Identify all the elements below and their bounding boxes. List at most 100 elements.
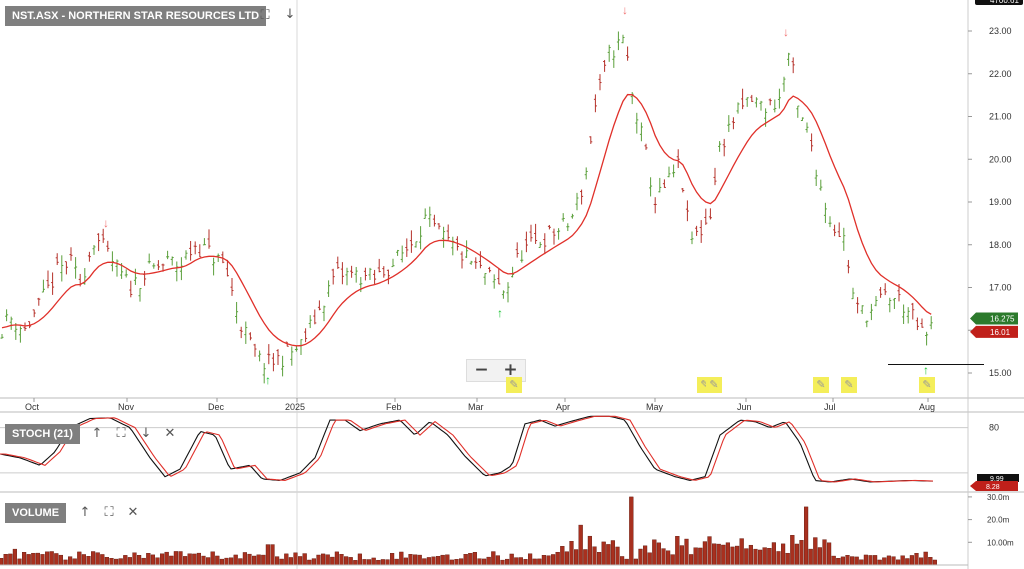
volume-bar (909, 555, 914, 566)
zoom-in-button[interactable]: + (503, 360, 518, 380)
volume-bar (298, 556, 303, 566)
note-icon[interactable]: ✎ (706, 377, 722, 393)
expand-icon[interactable]: ⛶ (104, 505, 114, 520)
volume-bar (932, 559, 937, 566)
volume-bar (468, 553, 473, 566)
arrow-up-icon[interactable]: ↑ (91, 426, 103, 441)
expand-icon[interactable]: ⛶ (116, 426, 126, 441)
volume-bar (670, 554, 675, 566)
volume-bar (311, 558, 316, 566)
volume-bar (228, 557, 234, 566)
volume-bar (928, 557, 933, 566)
volume-bar (500, 559, 505, 566)
note-icon[interactable]: ✎ (841, 377, 857, 393)
price-axis-tick-label: 21.00 (989, 112, 1012, 122)
volume-bar (45, 551, 50, 566)
last-price-badge (970, 312, 1018, 325)
volume-bar (606, 544, 611, 566)
stoch-k-line (0, 415, 933, 483)
volume-bar (767, 547, 772, 566)
volume-bar (569, 541, 574, 566)
volume-axis-label: 30.0m (987, 493, 1010, 502)
volume-bar (459, 558, 464, 566)
x-axis-label: Nov (118, 402, 135, 412)
volume-bar (629, 496, 634, 566)
volume-bar (831, 555, 836, 566)
volume-bar (302, 553, 307, 566)
volume-bar (100, 554, 105, 566)
volume-bar (615, 546, 620, 566)
volume-bar (721, 544, 726, 566)
volume-bar (739, 538, 744, 566)
volume-bar (367, 559, 372, 566)
volume-bar (532, 558, 537, 566)
up-signal-arrow: ↑ (923, 363, 929, 377)
volume-bar (403, 557, 408, 566)
volume-bar (836, 558, 841, 566)
volume-bar (205, 557, 211, 566)
volume-bar (40, 554, 45, 566)
volume-bar (362, 559, 367, 566)
x-axis-label: Oct (25, 402, 40, 412)
volume-bar (578, 524, 583, 566)
volume-bar (247, 553, 252, 566)
volume-bar (215, 555, 220, 566)
volume-bar (601, 541, 606, 566)
arrow-down-icon[interactable]: ↓ (140, 426, 152, 441)
volume-bar (316, 554, 321, 566)
volume-bar (523, 559, 528, 566)
volume-bar (693, 547, 698, 566)
top-right-label: 4700.61 (990, 0, 1019, 5)
volume-bar (104, 557, 109, 566)
volume-bar (859, 559, 864, 566)
moving-average-line (1, 93, 932, 347)
stoch-d-value: 8.28 (986, 484, 1000, 491)
volume-bar (173, 551, 178, 566)
x-axis-label: Mar (468, 402, 484, 412)
volume-bar (679, 545, 684, 566)
volume-bar (528, 553, 533, 566)
volume-bar (413, 554, 418, 566)
volume-bar (132, 552, 137, 566)
volume-bar (666, 550, 671, 566)
volume-bar (265, 544, 270, 566)
volume-panel-title[interactable]: VOLUME (5, 503, 67, 523)
x-axis-label: Dec (208, 402, 225, 412)
volume-bar (192, 553, 197, 566)
volume-bar (716, 543, 721, 566)
volume-bar (624, 558, 629, 566)
stoch-panel-title[interactable]: STOCH (21) (5, 424, 80, 444)
x-axis-label: Jul (824, 402, 836, 412)
volume-bar (463, 554, 468, 566)
volume-bar (799, 540, 804, 566)
volume-bar (394, 558, 399, 566)
volume-bar (900, 555, 905, 566)
volume-bar (270, 544, 275, 566)
volume-bar (399, 551, 404, 566)
volume-bar (574, 549, 579, 566)
volume-bar (256, 554, 261, 566)
volume-bar (661, 548, 666, 566)
volume-bar (330, 556, 335, 566)
close-icon[interactable]: ✕ (127, 505, 139, 520)
expand-icon[interactable]: ⛶ (260, 8, 270, 23)
volume-bar (219, 558, 224, 566)
close-icon[interactable]: ✕ (164, 426, 176, 441)
price-axis-tick-label: 22.00 (989, 69, 1012, 79)
volume-bar (307, 559, 312, 566)
volume-bar (882, 557, 887, 566)
price-panel-title[interactable]: NST.ASX - NORTHERN STAR RESOURCES LTD (5, 6, 267, 26)
volume-bar (251, 555, 257, 566)
note-icon[interactable]: ✎ (919, 377, 935, 393)
volume-bar (620, 556, 625, 566)
volume-bar (334, 551, 339, 566)
note-icon[interactable]: ✎ (506, 377, 522, 393)
volume-bar (196, 552, 201, 566)
arrow-up-icon[interactable]: ↑ (79, 505, 91, 520)
volume-bar (449, 559, 454, 566)
note-icon[interactable]: ✎ (813, 377, 829, 393)
volume-bar (652, 539, 657, 566)
zoom-out-button[interactable]: − (474, 360, 489, 380)
arrow-down-icon[interactable]: ↓ (284, 7, 296, 22)
